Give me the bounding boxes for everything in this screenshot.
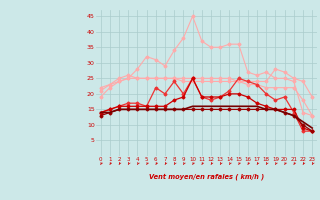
X-axis label: Vent moyen/en rafales ( km/h ): Vent moyen/en rafales ( km/h ) bbox=[149, 174, 264, 180]
